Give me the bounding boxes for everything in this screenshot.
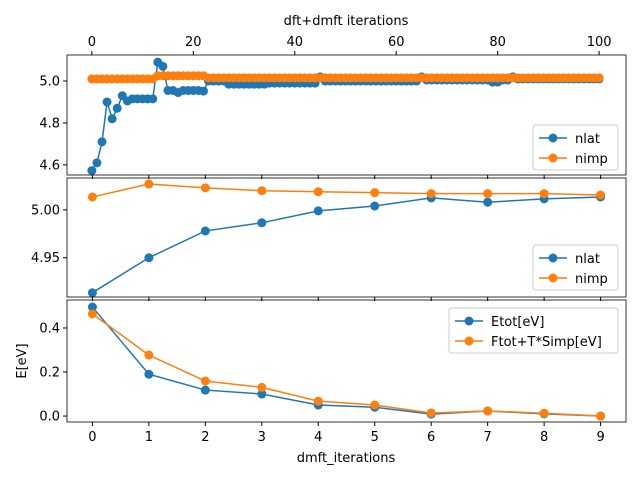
y-tick-label: 5.00 <box>31 203 60 218</box>
data-point <box>370 400 380 410</box>
legend: Etot[eV] Ftot+T*Simp[eV] <box>448 307 619 354</box>
data-point <box>370 188 380 198</box>
series-nlat <box>87 192 606 297</box>
data-point <box>87 302 97 312</box>
top-x-tick-label: 80 <box>489 35 506 50</box>
data-point <box>539 408 549 418</box>
data-point <box>313 396 323 406</box>
data-point <box>257 382 267 392</box>
axes-frame <box>66 177 627 298</box>
data-point <box>539 189 549 199</box>
data-point <box>200 376 210 386</box>
data-point <box>87 166 97 175</box>
data-point <box>483 197 493 207</box>
y-tick-label: 0.2 <box>39 366 60 381</box>
legend-label: Ftot+T*Simp[eV] <box>491 335 602 350</box>
y-tick-label: 4.8 <box>39 116 60 131</box>
axes-frame <box>66 54 627 176</box>
legend-label: Etot[eV] <box>491 315 544 330</box>
x-tick-label: 6 <box>427 430 435 445</box>
top-x-tick-label: 20 <box>185 35 202 50</box>
data-point <box>87 309 97 319</box>
series-line <box>91 313 601 417</box>
data-point <box>594 73 604 83</box>
data-point <box>107 114 117 124</box>
data-point <box>426 408 436 418</box>
data-point <box>144 350 154 360</box>
data-point <box>313 187 323 197</box>
data-point <box>112 103 122 113</box>
x-tick-label: 0 <box>88 430 96 445</box>
legend-label: nimp <box>575 152 608 167</box>
data-point <box>257 389 267 399</box>
data-point <box>257 186 267 196</box>
top-x-tick-label: 0 <box>88 35 96 50</box>
data-point <box>144 179 154 189</box>
x-tick-label: 2 <box>201 430 209 445</box>
data-point <box>200 385 210 395</box>
data-point <box>257 218 267 228</box>
legend: nlat nimp <box>532 244 619 291</box>
x-tick-label: 7 <box>484 430 492 445</box>
data-point <box>483 406 493 416</box>
axes-frame <box>66 299 627 423</box>
legend-marker-icon <box>548 153 558 163</box>
series-line <box>92 196 601 294</box>
legend-marker-icon <box>548 133 558 143</box>
top-x-tick-label: 40 <box>286 35 303 50</box>
y-tick-label: 5.0 <box>39 75 60 90</box>
data-point <box>426 189 436 199</box>
panel-1: 4.6 4.8 5.0 0 20 40 60 80 100 nlat nimp <box>39 35 627 179</box>
series-line <box>92 183 601 198</box>
data-point <box>596 190 606 200</box>
y-tick-label: 4.6 <box>39 158 60 173</box>
x-tick-label: 8 <box>540 430 548 445</box>
legend: nlat nimp <box>532 124 619 171</box>
x-tick-label: 3 <box>258 430 266 445</box>
series-ftot-t-simp-ev- <box>87 309 606 421</box>
data-point <box>144 253 154 263</box>
data-point <box>158 61 168 71</box>
top-x-tick-label: 60 <box>388 35 405 50</box>
panel-2: 4.95 5.00 nlat nimp <box>31 177 627 301</box>
data-point <box>596 411 606 421</box>
panel-3: 0.0 0.2 0.4 0 1 2 3 4 5 6 7 8 9 Etot[eV] Ftot+T*Simp[e… <box>39 299 627 445</box>
data-point <box>92 158 102 168</box>
y-tick-label: 4.95 <box>31 251 60 266</box>
x-axis-label: dmft_iterations <box>297 451 396 466</box>
data-point <box>87 192 97 202</box>
y-axis-label: E[eV] <box>15 343 30 378</box>
data-point <box>483 189 493 199</box>
data-point <box>313 206 323 216</box>
x-tick-label: 1 <box>145 430 153 445</box>
data-point <box>200 226 210 236</box>
legend-marker-icon <box>464 316 474 326</box>
legend-marker-icon <box>464 336 474 346</box>
series-nimp <box>87 179 606 202</box>
y-tick-label: 0.4 <box>39 321 60 336</box>
legend-label: nimp <box>575 272 608 287</box>
data-point <box>200 183 210 193</box>
legend-marker-icon <box>548 253 558 263</box>
data-point <box>198 86 208 96</box>
legend-label: nlat <box>575 252 600 267</box>
x-tick-label: 4 <box>314 430 322 445</box>
data-point <box>370 201 380 211</box>
legend-marker-icon <box>548 273 558 283</box>
series-nimp <box>87 71 604 84</box>
legend-label: nlat <box>575 132 600 147</box>
top-x-axis-label: dft+dmft iterations <box>284 14 409 29</box>
data-point <box>87 288 97 297</box>
data-point <box>102 97 112 107</box>
x-tick-label: 5 <box>371 430 379 445</box>
top-x-tick-label: 100 <box>587 35 612 50</box>
x-tick-label: 9 <box>596 430 604 445</box>
data-point <box>144 369 154 379</box>
data-point <box>148 94 158 104</box>
data-point <box>97 137 107 147</box>
y-tick-label: 0.0 <box>39 410 60 425</box>
